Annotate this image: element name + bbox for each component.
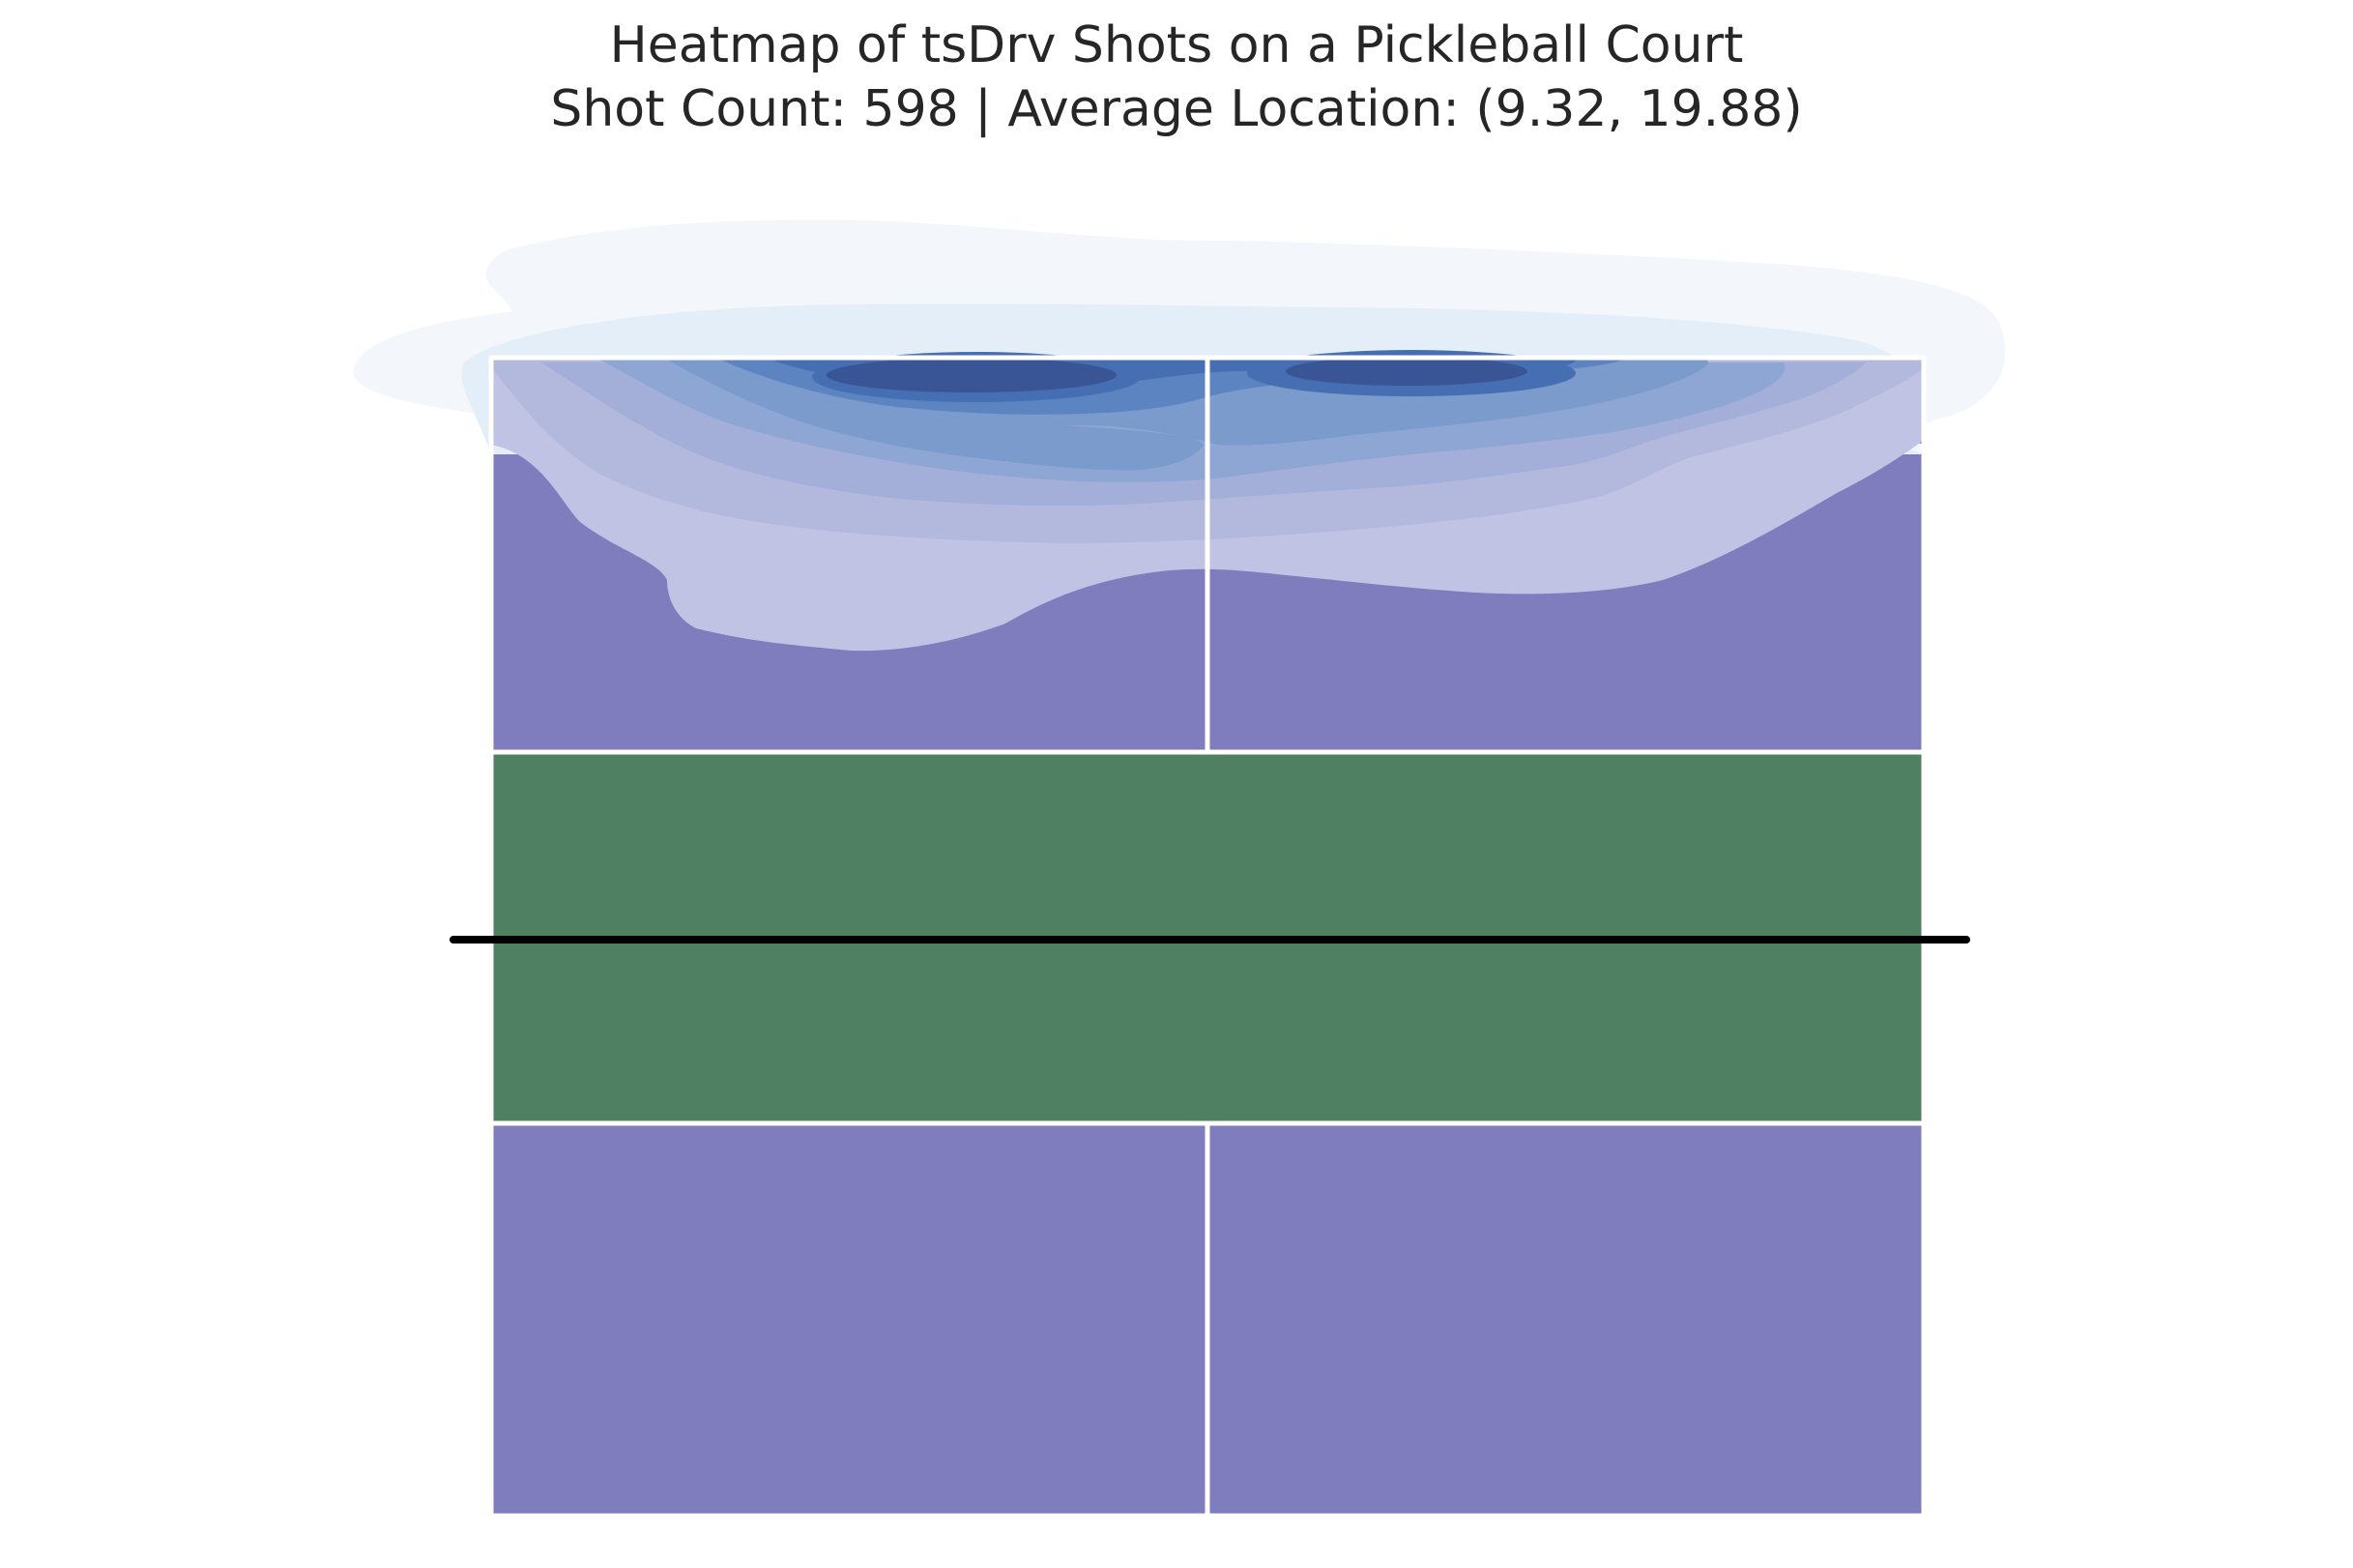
chart-subtitle: Shot Count: 598 | Average Location: (9.3…	[550, 80, 1803, 138]
density-peak-left-core	[827, 358, 1117, 392]
chart-title: Heatmap of tsDrv Shots on a Pickleball C…	[609, 16, 1744, 74]
density-peak-right-core	[1286, 357, 1527, 386]
chart-title-block: Heatmap of tsDrv Shots on a Pickleball C…	[0, 14, 2353, 141]
